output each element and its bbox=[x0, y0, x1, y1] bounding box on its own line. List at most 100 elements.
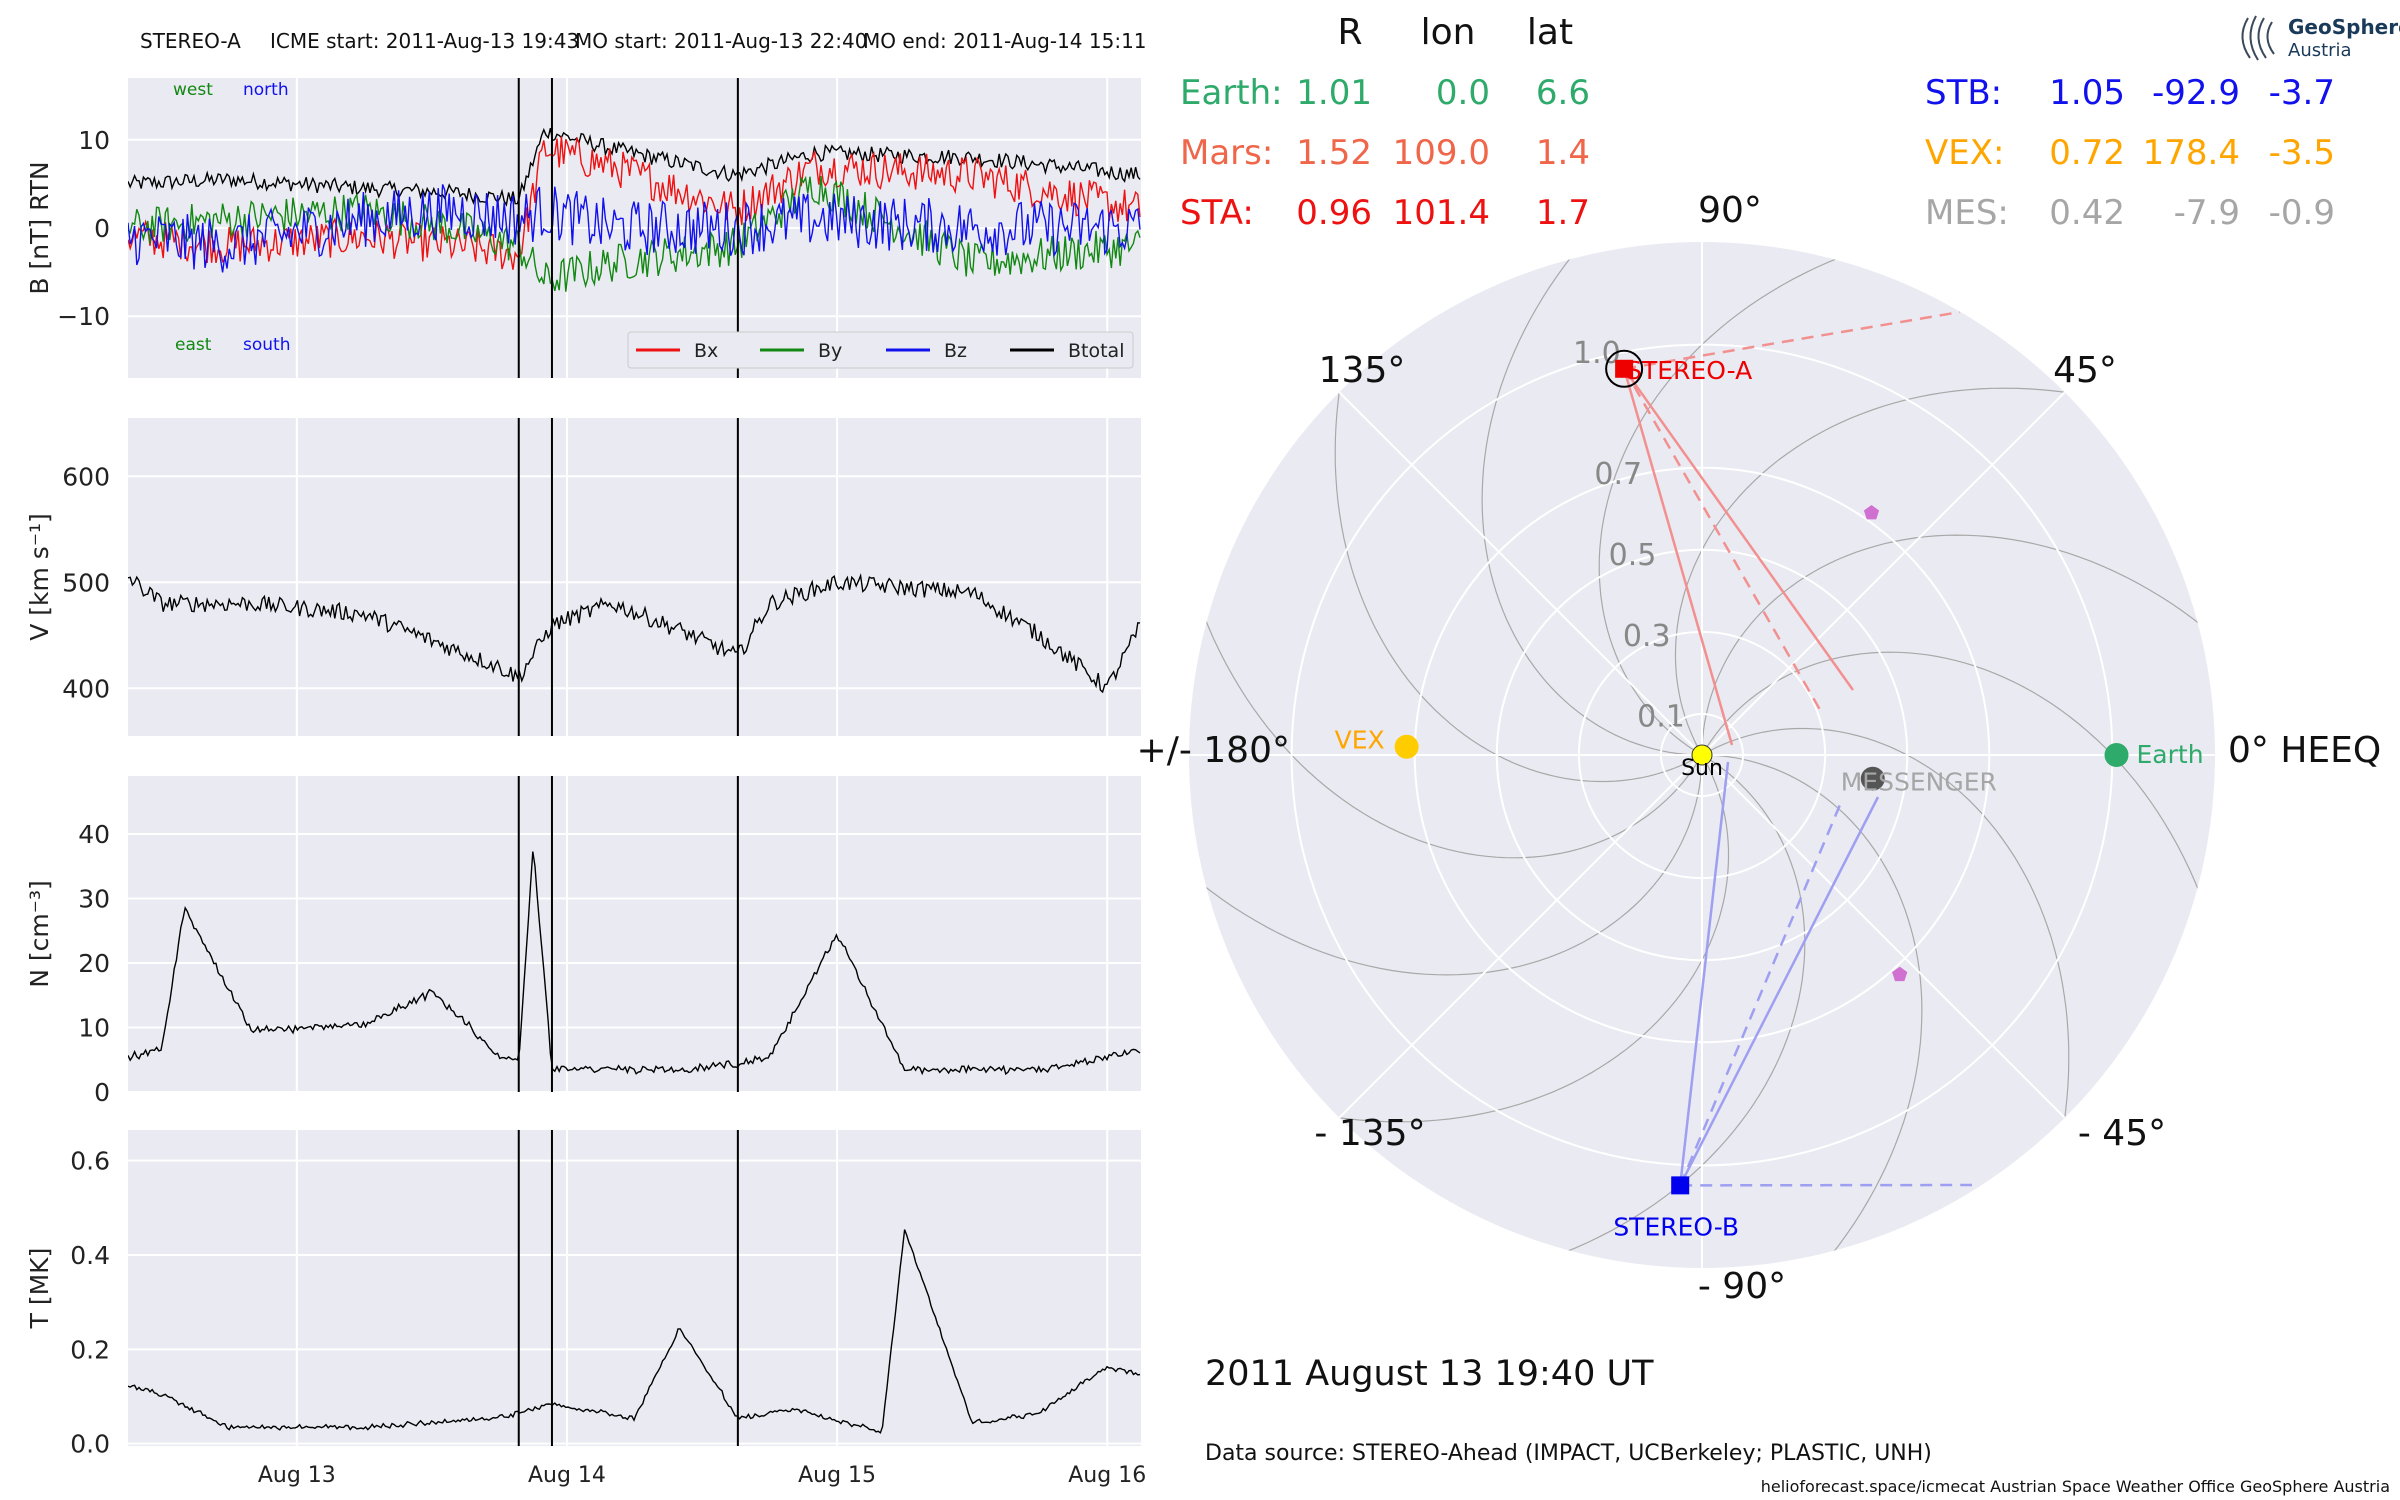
stereo-a-label: STEREO-A bbox=[1626, 356, 1752, 385]
row-lon: 0.0 bbox=[1436, 73, 1490, 113]
panel-V: 600 500 400 V [km s⁻¹] bbox=[25, 418, 1141, 736]
planet-pentagon-marker bbox=[1892, 966, 1908, 982]
y-tick-label: 10 bbox=[78, 1014, 110, 1043]
y-tick-label: 0 bbox=[94, 1078, 110, 1107]
series-line-V bbox=[128, 573, 1141, 694]
row-name: Mars: bbox=[1180, 133, 1273, 173]
row-r: 0.42 bbox=[2049, 193, 2125, 233]
panel-background bbox=[128, 1130, 1141, 1446]
angle-gridline bbox=[1338, 754, 1703, 1119]
stereo-a-marker bbox=[1615, 359, 1634, 378]
angle-label: - 45° bbox=[2078, 1113, 2166, 1154]
series-line-Bz bbox=[128, 184, 1141, 273]
geosphere-logo: GeoSphere Austria bbox=[2241, 15, 2400, 61]
panel-B: 10 0 −10B [nT] RTN west north east south Bx By Bz… bbox=[25, 78, 1141, 378]
r-tick-label: 1.0 bbox=[1573, 336, 1621, 371]
data-source-label: Data source: STEREO-Ahead (IMPACT, UCBer… bbox=[1205, 1441, 1932, 1466]
vex-marker bbox=[1394, 734, 1419, 759]
x-tick-label: Aug 15 bbox=[798, 1463, 876, 1488]
angle-gridline bbox=[1701, 391, 2066, 756]
annotation-north: north bbox=[243, 80, 289, 100]
row-lat: 1.4 bbox=[1536, 133, 1590, 173]
y-tick-label: 500 bbox=[62, 568, 110, 597]
earth-marker bbox=[2104, 743, 2129, 767]
legend-label-By: By bbox=[818, 340, 842, 362]
angle-label: +/- 180° bbox=[1137, 730, 1290, 771]
table-header-lat: lat bbox=[1527, 12, 1573, 53]
sta-dashed-line bbox=[1623, 310, 1961, 371]
sta-line bbox=[1622, 368, 1734, 746]
row-lat: 6.6 bbox=[1536, 73, 1590, 113]
series-line-N bbox=[128, 851, 1141, 1076]
angle-gridline bbox=[1338, 391, 1703, 756]
row-name: Earth: bbox=[1180, 73, 1283, 113]
logo-icon bbox=[2241, 15, 2275, 61]
r-tick-label: 0.5 bbox=[1609, 538, 1657, 573]
r-tick-label: 0.3 bbox=[1623, 619, 1671, 654]
date-label: 2011 August 13 19:40 UT bbox=[1205, 1354, 1654, 1394]
y-axis-label: T [MK] bbox=[25, 1248, 54, 1330]
stereo-a-highlight-ring bbox=[1605, 349, 1644, 388]
row-name: MES: bbox=[1925, 193, 2009, 233]
series-line-Bx bbox=[128, 136, 1141, 270]
x-tick-label: Aug 16 bbox=[1068, 1463, 1146, 1488]
angle-label: 90° bbox=[1698, 190, 1762, 231]
row-lon: -7.9 bbox=[2174, 193, 2240, 233]
logo-line1: GeoSphere bbox=[2288, 15, 2400, 39]
row-lat: 1.7 bbox=[1536, 193, 1590, 233]
footer-label: helioforecast.space/icmecat Austrian Spa… bbox=[1761, 1477, 2390, 1496]
series-line-T bbox=[128, 1229, 1141, 1434]
row-r: 0.96 bbox=[1296, 193, 1372, 233]
y-tick-label: 30 bbox=[78, 885, 110, 914]
messenger-marker bbox=[1860, 766, 1885, 791]
spacecraft-label: STEREO-A bbox=[140, 29, 241, 53]
y-tick-label: 600 bbox=[62, 462, 110, 491]
row-lon: 178.4 bbox=[2143, 133, 2240, 173]
row-r: 0.72 bbox=[2049, 133, 2125, 173]
panel-background bbox=[128, 776, 1141, 1092]
y-tick-label: 0 bbox=[94, 214, 110, 243]
row-r: 1.01 bbox=[1296, 73, 1372, 113]
y-axis-label: B [nT] RTN bbox=[25, 161, 54, 294]
y-tick-label: 0.6 bbox=[70, 1147, 110, 1176]
stb-dashed-line bbox=[1679, 799, 1844, 1186]
annotation-west: west bbox=[173, 80, 213, 100]
x-tick-label: Aug 14 bbox=[528, 1463, 606, 1488]
y-tick-label: 0.2 bbox=[70, 1335, 110, 1364]
mo-start-label: MO start: 2011-Aug-13 22:40 bbox=[575, 29, 867, 53]
stereo-b-label: STEREO-B bbox=[1613, 1212, 1739, 1241]
stereo-b-marker bbox=[1671, 1176, 1690, 1195]
row-r: 1.05 bbox=[2049, 73, 2125, 113]
panel-N: 40 30 20 10 0 N [cm⁻³] bbox=[25, 776, 1141, 1107]
row-lon: -92.9 bbox=[2152, 73, 2240, 113]
table-header-lon: lon bbox=[1421, 12, 1476, 53]
legend: Bx By Bz Btotal bbox=[627, 331, 1134, 369]
row-lon: 101.4 bbox=[1393, 193, 1490, 233]
earth-label: Earth bbox=[2137, 740, 2204, 769]
sta-dashed-line bbox=[1623, 368, 1825, 716]
logo-line2: Austria bbox=[2288, 40, 2352, 61]
vex-label: VEX bbox=[1335, 726, 1385, 755]
legend-label-Bz: Bz bbox=[944, 340, 967, 362]
angle-label: - 135° bbox=[1314, 1113, 1425, 1154]
legend-label-Btotal: Btotal bbox=[1068, 340, 1124, 362]
annotation-east: east bbox=[175, 335, 212, 355]
row-lat: -3.5 bbox=[2269, 133, 2335, 173]
series-line-By bbox=[128, 175, 1141, 292]
sun-label: Sun bbox=[1681, 756, 1723, 781]
row-lon: 109.0 bbox=[1393, 133, 1490, 173]
legend-frame bbox=[627, 331, 1134, 369]
stb-line bbox=[1678, 761, 1730, 1186]
sta-line bbox=[1623, 368, 1855, 691]
y-tick-label: 10 bbox=[78, 126, 110, 155]
r-tick-label: 0.7 bbox=[1594, 457, 1642, 492]
icme-start-label: ICME start: 2011-Aug-13 19:43 bbox=[270, 29, 579, 53]
row-name: STB: bbox=[1925, 73, 2002, 113]
angle-label: 45° bbox=[2053, 350, 2117, 391]
row-lat: -3.7 bbox=[2269, 73, 2335, 113]
sun-marker bbox=[1691, 744, 1713, 766]
mo-end-label: MO end: 2011-Aug-14 15:11 bbox=[863, 29, 1147, 53]
y-axis-label: N [cm⁻³] bbox=[25, 880, 54, 987]
